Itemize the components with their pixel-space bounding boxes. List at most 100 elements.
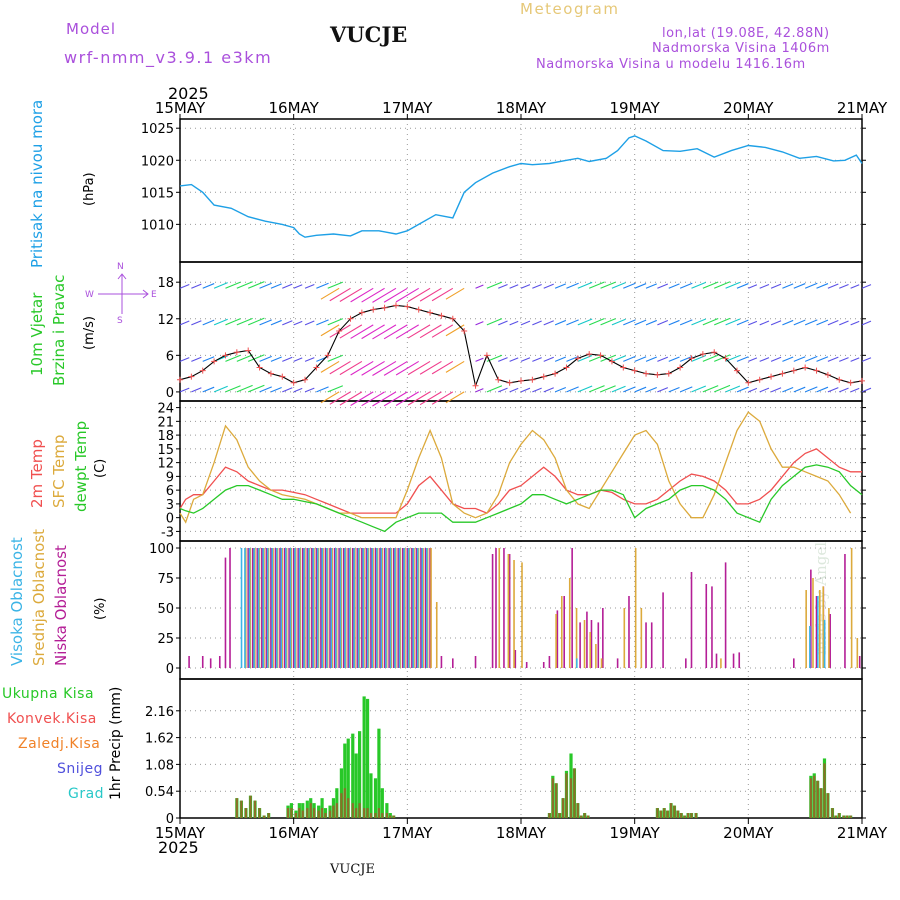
wind-barb	[600, 354, 616, 362]
low-cloud-bar	[662, 592, 664, 668]
wind-barb	[486, 318, 503, 326]
low-cloud-bar	[563, 596, 565, 668]
wind-barb	[372, 287, 397, 303]
low-cloud-bar	[548, 656, 551, 668]
x-tick-label-bottom: 20MAY	[723, 824, 774, 842]
low-cloud-bar	[715, 653, 718, 668]
wind-barb	[861, 320, 872, 326]
wind-barb	[486, 281, 503, 289]
conv-precip-bar	[369, 813, 373, 818]
high-cloud-bar	[357, 548, 360, 668]
mid-cloud-bar	[640, 608, 643, 668]
wind-barb	[850, 357, 860, 362]
mid-cloud-bar	[720, 658, 722, 668]
snow-label: Snijeg	[57, 761, 104, 777]
wind-gust-marker	[722, 355, 729, 362]
high-cloud-bar	[303, 548, 305, 668]
high-cloud-bar	[266, 548, 269, 668]
conv-precip-bar	[332, 805, 335, 818]
y-tick-label: 12	[157, 313, 174, 328]
wind-barb	[509, 357, 519, 362]
total-precip-bar	[377, 728, 381, 818]
x-tick-label-bottom: 16MAY	[269, 824, 320, 842]
wind-barb	[498, 283, 508, 289]
wind-gust-marker	[279, 373, 286, 380]
high-cloud-bar	[394, 548, 396, 668]
conv-precip-bar	[301, 810, 304, 818]
wind-gust-marker	[563, 364, 570, 371]
conv-precip-bar	[565, 773, 568, 818]
y-tick-label: 1.08	[145, 758, 174, 773]
conv-precip-bar	[819, 788, 823, 818]
wind-barb	[850, 387, 860, 393]
wind-barb	[577, 355, 593, 362]
total-precip-bar	[362, 696, 366, 818]
wind-gust-marker	[461, 327, 468, 334]
low-cloud-bar	[201, 656, 204, 668]
y-tick-label: 0	[166, 662, 174, 677]
mid-cloud-bar	[304, 548, 306, 668]
high-cloud-bar	[244, 548, 246, 668]
wind-barb	[736, 319, 749, 326]
high-cloud-bar	[823, 620, 826, 668]
wind-gust-marker	[529, 376, 536, 383]
year-top: 2025	[168, 84, 209, 103]
wind-barb	[213, 282, 228, 289]
high-cloud-bar	[312, 548, 314, 668]
low-cloud-bar	[440, 656, 443, 668]
wind-barb	[213, 385, 228, 393]
low-cloud-bar	[383, 548, 386, 668]
model-altitude-label: Nadmorska Visina u modelu 1416.16m	[536, 57, 806, 72]
low-cloud-bar	[401, 548, 404, 668]
wind-barb	[645, 386, 657, 393]
wind-barb	[600, 281, 616, 289]
wind-barb	[259, 355, 272, 362]
wind-barb	[850, 320, 860, 326]
wind-barb	[498, 320, 508, 326]
low-cloud-bar	[283, 548, 286, 668]
low-cloud-bar	[224, 557, 227, 668]
wind-barb	[759, 283, 770, 289]
wind-barb	[320, 324, 340, 337]
low-cloud-bar	[261, 548, 263, 668]
wind-barb	[329, 391, 351, 405]
wind-barb	[293, 387, 303, 393]
wind-gust-marker	[222, 352, 229, 359]
low-cloud-bar	[320, 548, 322, 668]
low-cloud-bar	[420, 548, 422, 668]
station-title: VUCJE	[330, 22, 408, 47]
wind-rose-s: S	[117, 316, 123, 326]
wind-barb	[827, 283, 839, 289]
wind-barb	[282, 387, 293, 393]
low-cloud-bar	[301, 548, 304, 668]
conv-precip-bar	[673, 805, 676, 818]
wind-barb	[600, 385, 616, 393]
wind-barb	[179, 320, 190, 326]
high-cloud-bar	[403, 548, 405, 668]
wind-barb	[588, 318, 605, 326]
wind-gust-marker	[415, 306, 422, 313]
wind-barb	[634, 386, 647, 393]
conv-precip-bar	[551, 778, 554, 818]
high-cloud-bar	[335, 548, 337, 668]
wind-barb	[395, 324, 419, 339]
wind-barb	[225, 354, 241, 362]
y-tick-label: 1015	[141, 186, 174, 201]
high-cloud-bar	[294, 548, 296, 668]
conv-precip-bar	[663, 808, 666, 818]
high-cloud-bar	[330, 548, 333, 668]
mid-cloud-bar	[317, 548, 320, 668]
mid-cloud-bar	[634, 548, 637, 668]
conv-precip-bar	[690, 813, 693, 818]
conv-precip-bar	[358, 803, 361, 818]
wind-barb	[520, 284, 531, 289]
wind-barb	[213, 318, 228, 326]
altitude-label: Nadmorska Visina 1406m	[652, 41, 830, 56]
wind-barb	[361, 324, 385, 340]
wind-barb	[339, 324, 363, 339]
wind-barb	[532, 357, 542, 362]
x-tick-label-bottom: 17MAY	[382, 824, 433, 842]
low-cloud-bar	[508, 554, 511, 668]
wind-gust-marker	[302, 376, 309, 383]
wind-barb	[816, 356, 829, 362]
